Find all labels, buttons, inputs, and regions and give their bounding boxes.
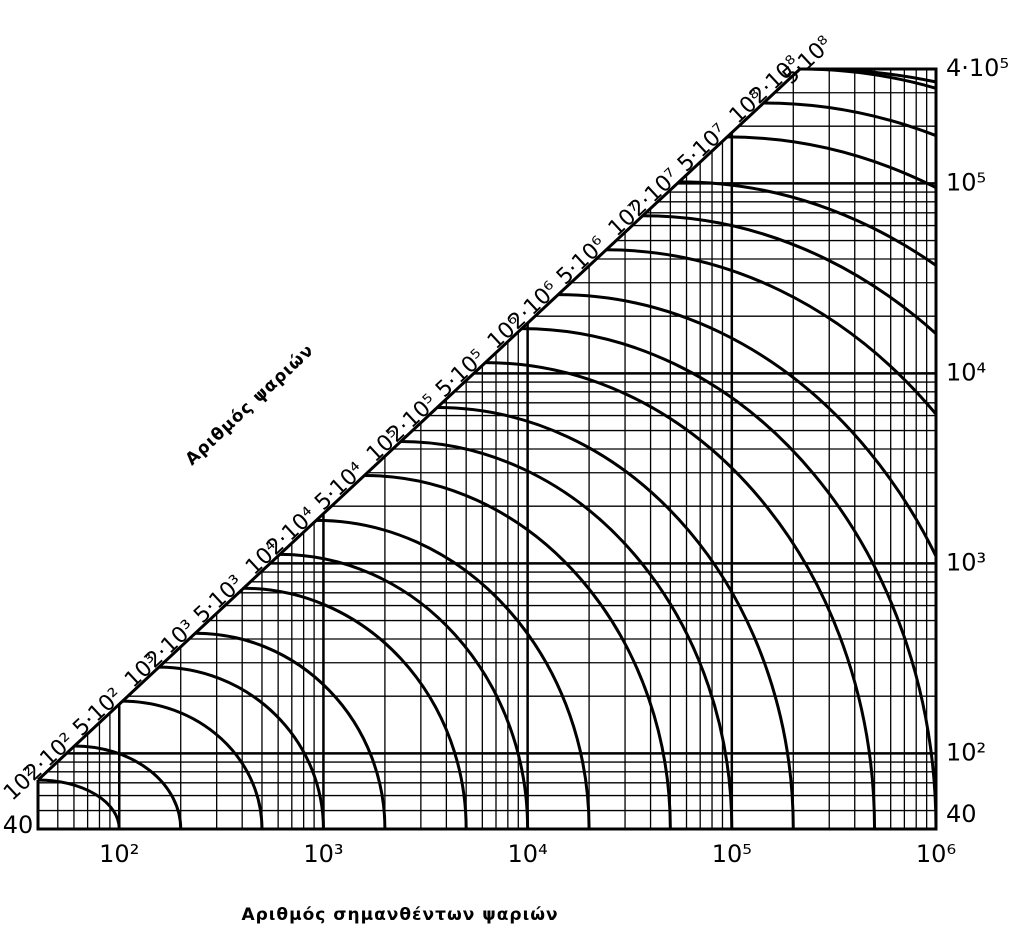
curve [74,744,183,829]
grid [38,69,936,829]
x-tick-label: 10⁵ [712,840,752,868]
curve-label: 5·10³ [189,571,248,629]
curve [606,248,936,417]
curve [279,552,530,829]
curve [38,778,121,829]
curve-label: 5·10⁷ [673,119,732,177]
y-tick-label: 10² [946,738,986,766]
curve [195,631,387,829]
x-tick-label: 10³ [303,840,343,868]
x-tick-label: 40 [3,811,34,839]
curve [158,665,325,829]
x-axis-label: Αριθμός σημανθέντων ψαριών [241,905,558,925]
y-tick-label: 10⁴ [946,358,986,386]
y-tick-label: 10⁵ [946,168,986,196]
y-tick-label: 4·10⁵ [946,54,1009,82]
curve-label: 5·10⁶ [552,232,611,290]
x-tick-label: 10⁶ [916,840,956,868]
curve [437,406,795,829]
curve [364,473,672,829]
curve [485,361,877,829]
curve [558,293,936,560]
curve-label: 5·10⁴ [310,458,369,516]
curve [679,180,936,268]
y-tick-label: 40 [946,800,977,828]
diagonal-label: Αριθμός ψαριών [182,340,319,469]
curve [642,214,936,336]
curve [316,518,591,829]
curve-label: 2·10⁵ [383,390,442,448]
curve [763,101,936,138]
curve-label: 2·10⁶ [504,277,563,335]
curve-label: 2·10² [20,729,79,787]
x-tick-label: 10⁴ [508,840,548,868]
curves [38,69,936,829]
plot-frame [36,67,938,831]
curve [122,699,264,829]
curve [243,586,468,829]
curve [400,439,734,829]
curve-label: 2·10³ [141,616,200,674]
curve [727,135,936,190]
x-tick-label: 10² [99,840,139,868]
y-tick-label: 10³ [946,548,986,576]
curve [521,327,936,829]
